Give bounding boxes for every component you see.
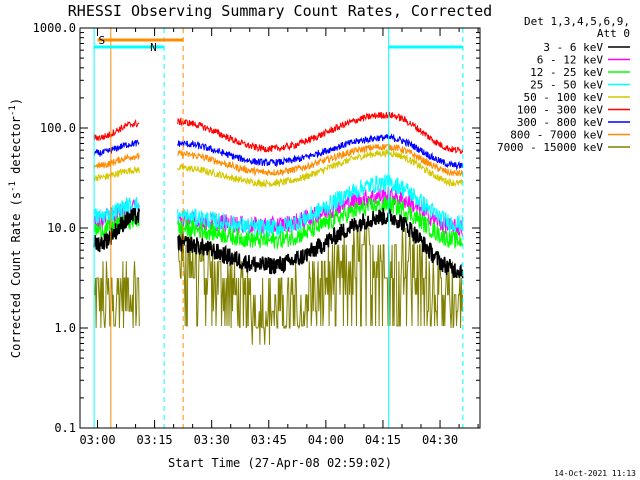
x-axis-label: Start Time (27-Apr-08 02:59:02) <box>168 456 392 470</box>
series-line-7000-15000kev <box>94 227 464 345</box>
legend-label: 800 - 7000 keV <box>510 129 603 142</box>
y-axis-label-superscript-1: -1 <box>8 181 18 192</box>
y-tick-label: 100.0 <box>40 121 76 135</box>
axes: 0.1 1.0 10.0 100.0 1000.0 03:00 03:15 03:30 03:4… <box>33 21 481 447</box>
y-tick-label: 1.0 <box>54 321 76 335</box>
y-axis-label-end: ) <box>9 98 23 105</box>
series-line-25-50kev <box>93 174 464 238</box>
flag-label-s: S <box>99 34 106 47</box>
y-tick-label: 10.0 <box>47 221 76 235</box>
y-axis-label-superscript-2: -1 <box>8 105 18 116</box>
legend-label: 100 - 300 keV <box>517 104 603 117</box>
legend-label: 3 - 6 keV <box>543 41 603 54</box>
x-tick-label: 04:30 <box>422 433 458 447</box>
legend-header-attenuator: Att 0 <box>597 27 630 40</box>
flag-bar-0 <box>97 38 184 42</box>
plot-area: SN <box>93 28 464 428</box>
legend-label: 6 - 12 keV <box>537 54 604 67</box>
y-axis-label-middle: detector <box>9 116 23 181</box>
series-line-800-7000kev <box>93 143 464 177</box>
chart-title: RHESSI Observing Summary Count Rates, Co… <box>68 2 492 20</box>
legend-label: 25 - 50 keV <box>530 79 603 92</box>
legend-label: 7000 - 15000 keV <box>497 141 603 154</box>
series-line-50-100kev <box>93 148 464 189</box>
legend-label: 12 - 25 keV <box>530 66 603 79</box>
flag-bar-1 <box>94 45 165 49</box>
y-axis-label: Corrected Count Rate (s-1 detector-1) <box>8 98 23 358</box>
x-tick-label: 03:00 <box>79 433 115 447</box>
x-tick-label: 03:15 <box>137 433 173 447</box>
series-line-3-6kev <box>93 207 464 279</box>
x-tick-label: 03:30 <box>194 433 230 447</box>
y-axis-label-main: Corrected Count Rate (s <box>9 192 23 358</box>
series-line-300-800kev <box>93 133 464 171</box>
legend-label: 50 - 100 keV <box>524 91 604 104</box>
flag-bar-2 <box>388 45 463 49</box>
legend-header-detectors: Det 1,3,4,5,6,9, <box>524 15 630 28</box>
y-tick-label: 1000.0 <box>33 21 76 35</box>
x-tick-label: 03:45 <box>251 433 287 447</box>
series-line-100-300kev <box>93 111 464 155</box>
legend-label: 300 - 800 keV <box>517 116 603 129</box>
x-tick-label: 04:15 <box>365 433 401 447</box>
x-tick-label: 04:00 <box>308 433 344 447</box>
y-tick-label: 0.1 <box>54 421 76 435</box>
flag-label-n: N <box>150 41 157 54</box>
timestamp: 14-Oct-2021 11:13 <box>554 469 636 478</box>
